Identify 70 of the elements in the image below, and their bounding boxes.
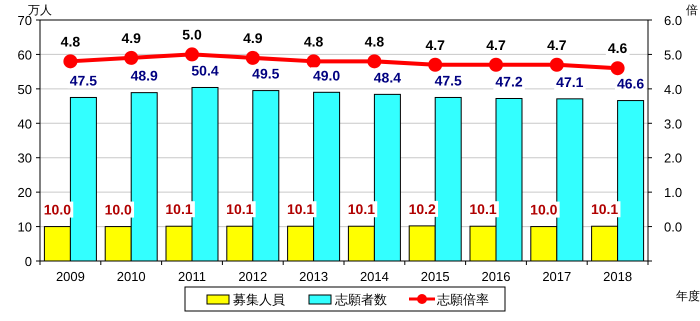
data-label: 49.5: [252, 66, 280, 82]
data-label: 48.9: [130, 68, 158, 84]
x-tick-label: 2014: [360, 269, 389, 284]
data-label: 4.7: [547, 36, 567, 53]
data-label: 4.9: [243, 30, 263, 46]
data-label: 10.1: [286, 201, 314, 218]
y-tick-label: 30: [18, 150, 32, 166]
data-label: 10.1: [165, 201, 193, 218]
x-tick-label: 2009: [56, 269, 85, 284]
y2-tick-label: 4.0: [664, 82, 682, 97]
point: [124, 50, 138, 65]
y2-tick-label: 5.0: [664, 47, 682, 62]
point: [550, 58, 564, 72]
x-tick-label: 2017: [542, 269, 572, 284]
y2-tick-label: 1.0: [664, 185, 682, 200]
point: [610, 61, 625, 76]
y-axis-title: 万人: [28, 3, 52, 17]
point: [306, 54, 321, 68]
data-label: 47.5: [70, 72, 98, 88]
y-tick-label: 0: [24, 254, 32, 269]
data-label: 10.0: [530, 202, 558, 218]
data-label: 10.0: [104, 202, 132, 218]
point: [367, 54, 382, 68]
x-tick-label: 2012: [238, 269, 268, 284]
x-tick-label: 2018: [603, 269, 632, 284]
legend-label: 募集人員: [233, 292, 285, 307]
y2-tick-label: 2.0: [664, 150, 682, 166]
point: [246, 50, 260, 65]
legend-label: 志願倍率: [437, 292, 489, 307]
y2-tick-label: 6.0: [664, 13, 682, 28]
y-tick-label: 20: [18, 185, 32, 200]
y2-tick-label: 0.0: [664, 220, 682, 235]
data-label: 5.0: [182, 26, 202, 42]
data-label: 10.1: [348, 201, 376, 218]
data-label: 10.2: [408, 200, 436, 217]
data-label: 4.6: [608, 40, 628, 56]
data-label: 4.8: [304, 33, 324, 50]
x-tick-label: 2015: [420, 269, 450, 284]
data-label: 10.1: [226, 201, 254, 218]
data-label: 4.7: [425, 36, 446, 53]
data-label: 47.5: [434, 72, 462, 88]
data-label: 10.0: [44, 202, 72, 218]
point: [489, 58, 503, 72]
x-axis-title: 年度: [676, 289, 700, 303]
point: [185, 47, 199, 62]
data-label: 49.0: [312, 67, 340, 84]
data-label: 46.6: [616, 76, 644, 92]
legend-label: 志願者数: [335, 292, 387, 307]
y-tick-label: 60: [18, 47, 32, 62]
y2-axis-title: 倍: [686, 3, 698, 17]
x-tick-label: 2010: [116, 269, 146, 284]
x-tick-label: 2016: [482, 269, 510, 284]
data-label: 10.1: [469, 201, 497, 218]
x-tick-label: 2011: [178, 269, 206, 284]
data-label: 47.1: [556, 74, 584, 90]
y-tick-label: 10: [18, 220, 32, 235]
data-label: 48.4: [374, 69, 402, 86]
y2-tick-label: 3.0: [664, 116, 682, 132]
data-label: 50.4: [191, 62, 219, 78]
data-label: 47.2: [495, 73, 523, 90]
data-label: 4.9: [121, 30, 142, 46]
x-tick-label: 2013: [299, 269, 328, 284]
data-label: 4.7: [486, 36, 506, 53]
data-label: 10.1: [590, 201, 618, 218]
point: [63, 54, 78, 68]
point: [428, 58, 442, 72]
data-label: 4.8: [60, 33, 80, 50]
y-tick-label: 50: [18, 82, 32, 97]
y-tick-label: 40: [18, 116, 32, 132]
data-label: 4.8: [364, 33, 384, 50]
